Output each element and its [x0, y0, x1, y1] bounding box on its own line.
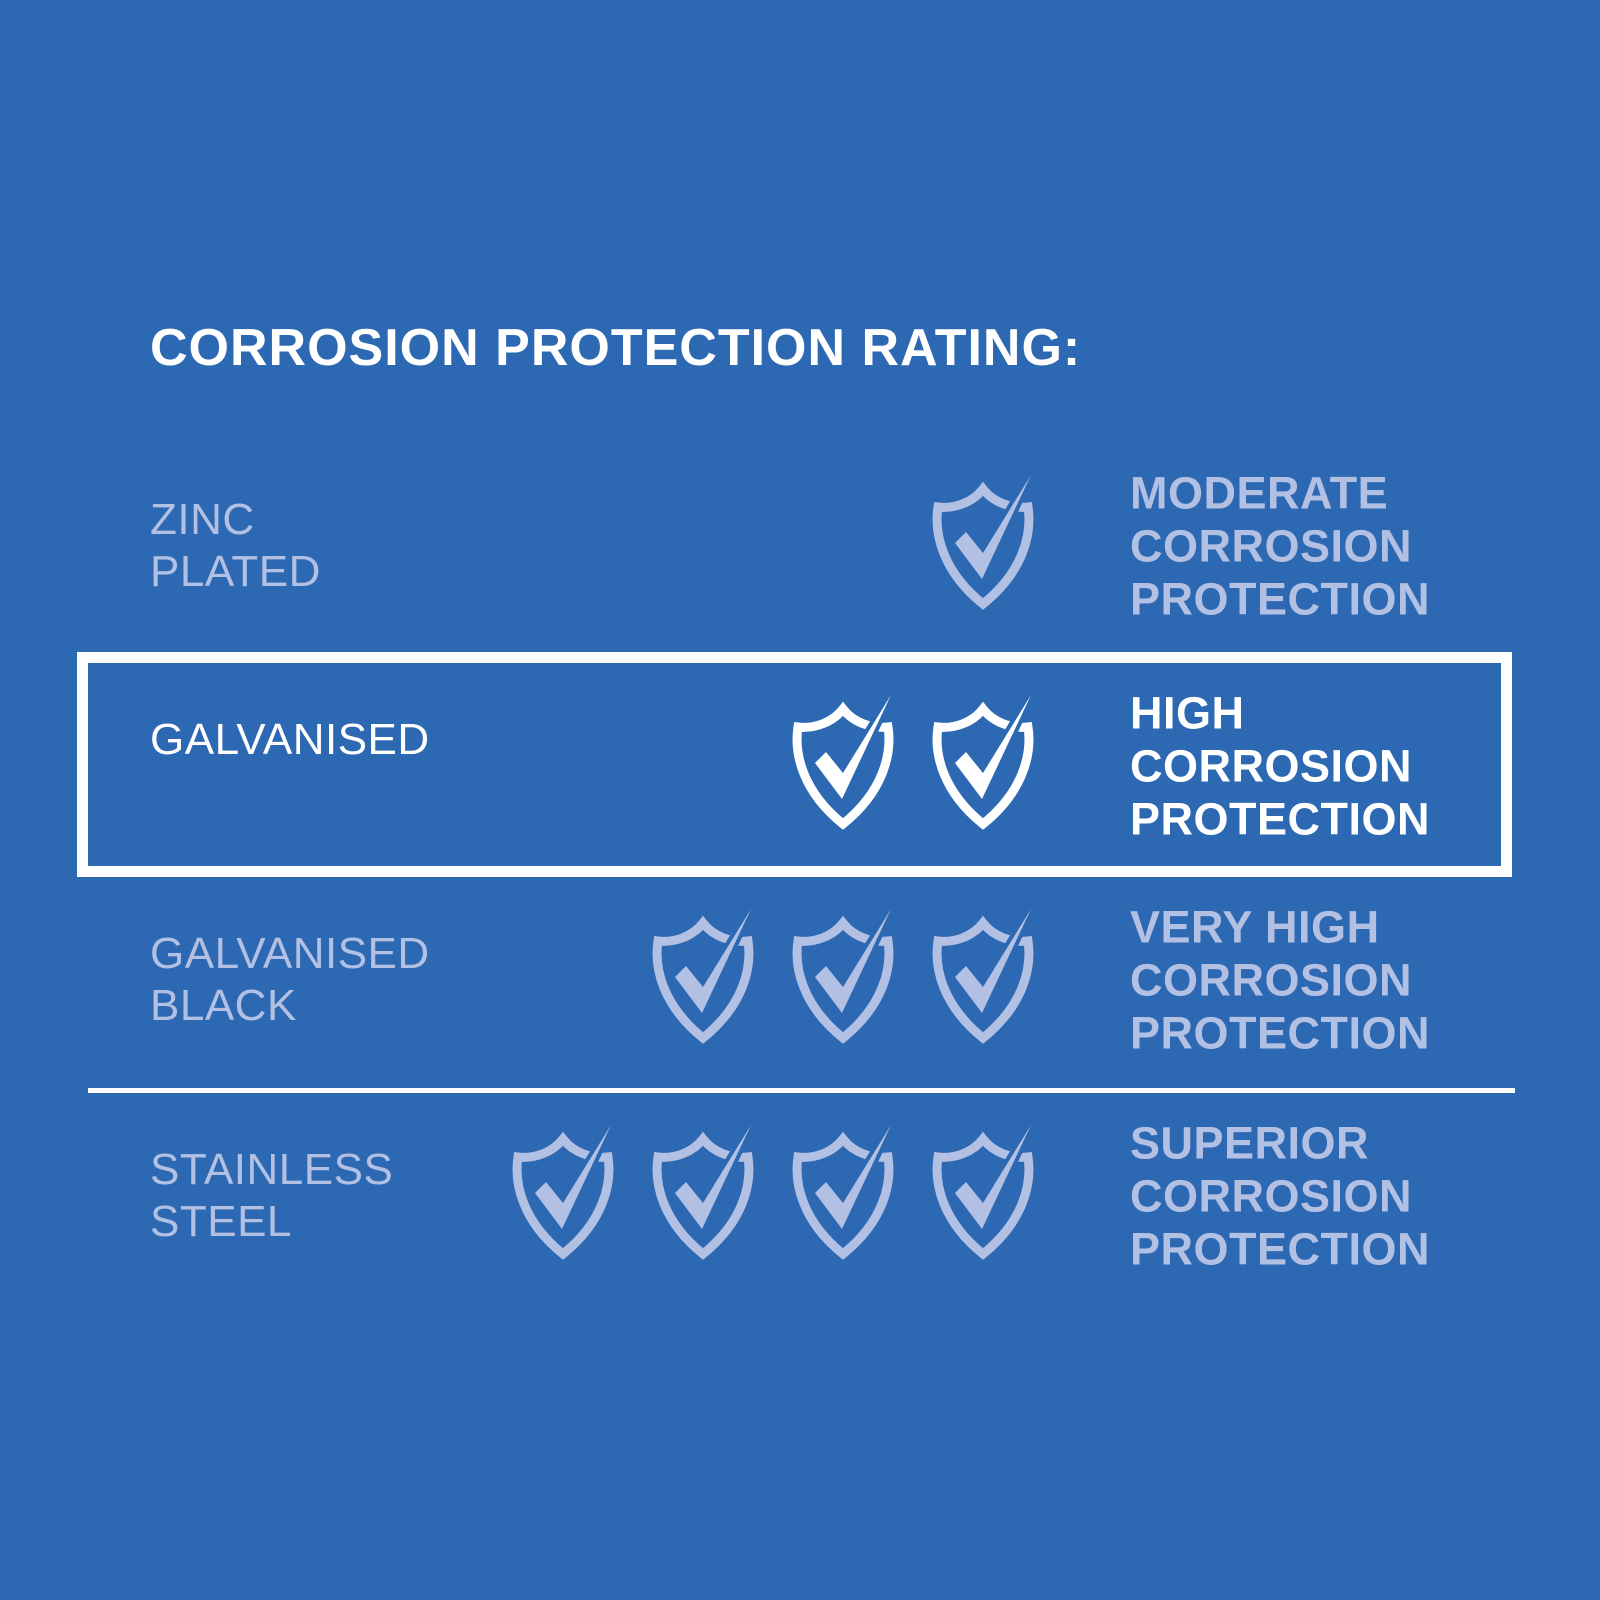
check-mark [815, 909, 891, 1013]
material-line: STAINLESS [150, 1145, 394, 1194]
shield-check-icon [932, 692, 1035, 830]
rating-label-superior: SUPERIOR CORROSION PROTECTION [1130, 1117, 1430, 1276]
rating-line: SUPERIOR [1130, 1117, 1370, 1169]
rating-line: MODERATE [1130, 467, 1389, 519]
check-mark [535, 1125, 611, 1229]
rating-line: HIGH [1130, 687, 1245, 739]
rating-line: CORROSION [1130, 954, 1413, 1006]
check-mark [955, 1125, 1031, 1229]
shield-check-icon [932, 906, 1035, 1044]
shield-check-icon [792, 1122, 895, 1260]
material-label-zinc-plated: ZINC PLATED [150, 494, 321, 598]
shield-check-icon [652, 1122, 755, 1260]
shield-group [647, 905, 1047, 1055]
material-line: GALVANISED [150, 715, 430, 764]
material-label-stainless-steel: STAINLESS STEEL [150, 1144, 393, 1248]
rating-line: VERY HIGH [1130, 901, 1380, 953]
check-mark [675, 909, 751, 1013]
rating-line: PROTECTION [1130, 1223, 1431, 1275]
shield-group [927, 471, 1047, 621]
material-line: GALVANISED [150, 929, 430, 978]
check-mark [815, 1125, 891, 1229]
material-line: BLACK [150, 981, 297, 1030]
material-line: PLATED [150, 547, 321, 596]
rating-line: PROTECTION [1130, 1007, 1431, 1059]
rating-line: PROTECTION [1130, 573, 1431, 625]
check-mark [955, 475, 1031, 579]
shield-check-icon [512, 1122, 615, 1260]
check-mark [675, 1125, 751, 1229]
check-mark [955, 909, 1031, 1013]
rating-line: PROTECTION [1130, 793, 1431, 845]
rating-label-high: HIGH CORROSION PROTECTION [1130, 687, 1430, 846]
rating-label-moderate: MODERATE CORROSION PROTECTION [1130, 467, 1430, 626]
rating-label-very-high: VERY HIGH CORROSION PROTECTION [1130, 901, 1430, 1060]
highlight-box-galvanised [77, 652, 1512, 877]
shield-group [787, 691, 1047, 841]
check-mark [955, 695, 1031, 799]
page-title: CORROSION PROTECTION RATING: [150, 319, 1082, 377]
shield-group [507, 1121, 1047, 1271]
material-line: ZINC [150, 495, 255, 544]
rating-line: CORROSION [1130, 1170, 1413, 1222]
shield-check-icon [792, 692, 895, 830]
rating-line: CORROSION [1130, 520, 1413, 572]
check-mark [815, 695, 891, 799]
shield-check-icon [932, 1122, 1035, 1260]
material-line: STEEL [150, 1197, 292, 1246]
shield-check-icon [932, 472, 1035, 610]
material-label-galvanised: GALVANISED [150, 714, 430, 766]
divider-line [88, 1088, 1515, 1093]
shield-check-icon [792, 906, 895, 1044]
material-label-galvanised-black: GALVANISED BLACK [150, 928, 430, 1032]
shield-check-icon [652, 906, 755, 1044]
rating-line: CORROSION [1130, 740, 1413, 792]
